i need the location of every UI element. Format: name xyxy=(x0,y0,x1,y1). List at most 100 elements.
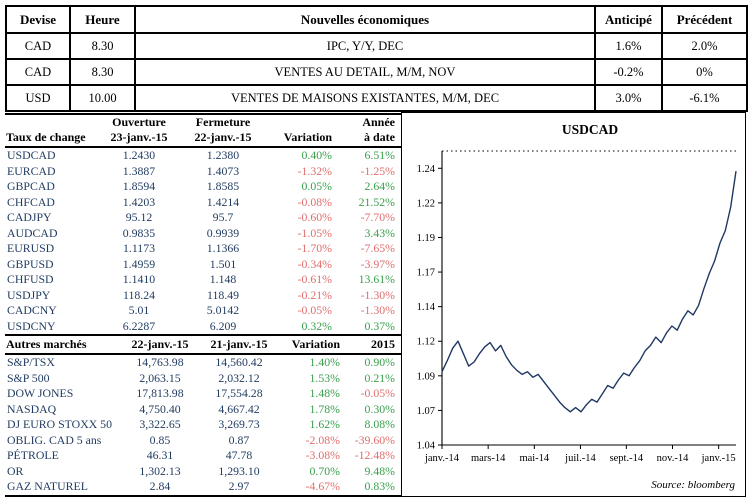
fx-row-cell-ytd: 6.51% xyxy=(364,148,395,162)
markets-row-cell-ytd: -0.05% xyxy=(360,386,395,400)
news-row-cell-anticipe: -0.2% xyxy=(594,58,663,86)
fx-row-cell-variation: -0.21% xyxy=(297,287,332,302)
markets-row-cell-variation: -3.08% xyxy=(305,448,340,462)
fx-row-cell-pair: USDCNY xyxy=(7,318,56,333)
fx-row-cell-fermeture: 1.4214 xyxy=(206,194,240,209)
markets-row-cell-variation: 1.62% xyxy=(309,417,340,431)
fx-header-ouverture: Ouverture xyxy=(112,115,166,129)
news-table: Devise Heure Nouvelles économiques Antic… xyxy=(5,5,748,112)
usdcad-chart-panel: USDCAD 1.04 1.07 1.09 1.12 1.14 1.17 1.19 1.22 1… xyxy=(401,112,746,497)
svg-text:1.19: 1.19 xyxy=(417,233,435,244)
fx-row-cell-pair: EURCAD xyxy=(7,163,56,178)
news-row: CAD 8.30 VENTES AU DETAIL, M/M, NOV -0.2% 0% xyxy=(5,58,748,86)
svg-text:1.09: 1.09 xyxy=(417,371,435,382)
fx-header-variation: Variation xyxy=(265,130,338,148)
news-header-devise: Devise xyxy=(5,5,71,34)
fx-row-cell-ytd: -1.30% xyxy=(360,287,395,302)
svg-text:nov.-14: nov.-14 xyxy=(657,453,689,464)
markets-row-cell-close-21: 3,269.73 xyxy=(218,417,260,431)
svg-text:1.04: 1.04 xyxy=(417,441,436,452)
fx-header-fermeture: Fermeture xyxy=(195,115,251,129)
fx-row-cell-ouverture: 0.9835 xyxy=(122,225,156,240)
fx-row-cell-ouverture: 1.8594 xyxy=(122,179,156,193)
fx-row-cell-ouverture: 1.4203 xyxy=(122,194,156,209)
fx-row-cell-ouverture: 95.12 xyxy=(125,210,153,224)
markets-row: S&P/TSX 14,763.98 14,560.42 1.40% 0.90% xyxy=(5,354,401,371)
bottom-section: Ouverture Fermeture Année Taux de change… xyxy=(5,112,746,497)
fx-row-cell-variation: -0.61% xyxy=(297,272,332,286)
fx-row-cell-variation: -1.70% xyxy=(297,241,332,255)
fx-row-cell-pair: EURUSD xyxy=(7,241,55,255)
fx-row-cell-fermeture: 1.1366 xyxy=(206,241,240,255)
fx-row-cell-variation: -1.05% xyxy=(297,225,332,240)
markets-row: GAZ NATUREL 2.84 2.97 -4.67% 0.83% xyxy=(5,479,401,496)
markets-row-cell-close-22: 1,302.13 xyxy=(139,463,181,478)
markets-row-cell-close-22: 46.31 xyxy=(146,448,174,462)
markets-row-cell-instrument: PÉTROLE xyxy=(7,448,59,462)
fx-row-cell-fermeture: 1.2380 xyxy=(206,148,240,162)
svg-text:janv.-14: janv.-14 xyxy=(424,453,460,464)
fx-table-title: Taux de change xyxy=(5,130,97,148)
news-row-cell-nouvelles: VENTES DE MAISONS EXISTANTES, M/M, DEC xyxy=(134,84,596,112)
fx-row-cell-ytd: -1.30% xyxy=(360,303,395,317)
svg-text:1.07: 1.07 xyxy=(417,406,435,417)
fx-row-cell-pair: AUDCAD xyxy=(7,225,58,240)
markets-row-cell-instrument: S&P/TSX xyxy=(7,355,55,369)
fx-header-row-2: Taux de change 23-janv.-15 22-janv.-15 V… xyxy=(5,130,401,148)
news-row: USD 10.00 VENTES DE MAISONS EXISTANTES, M/… xyxy=(5,84,748,112)
markets-row-cell-close-21: 1,293.10 xyxy=(218,463,260,478)
fx-row-cell-ouverture: 5.01 xyxy=(128,303,150,317)
markets-row-cell-ytd: 0.21% xyxy=(364,370,395,385)
fx-row-cell-pair: USDJPY xyxy=(7,287,51,302)
markets-row-cell-close-22: 17,813.98 xyxy=(136,386,184,400)
news-row-cell-devise: CAD xyxy=(5,58,71,86)
fx-row-cell-ouverture: 1.1410 xyxy=(122,272,156,286)
markets-row-cell-variation: 1.40% xyxy=(309,355,340,369)
news-row-cell-heure: 8.30 xyxy=(69,58,136,86)
fx-row-cell-variation: -0.34% xyxy=(297,256,332,271)
usdcad-line-chart: 1.04 1.07 1.09 1.12 1.14 1.17 1.19 1.22 1.24 janv… xyxy=(417,150,737,464)
markets-table-title: Autres marchés xyxy=(5,336,120,355)
markets-header-date-21: 21-janv.-15 xyxy=(200,336,278,355)
markets-row-cell-instrument: DJ EURO STOXX 50 xyxy=(7,417,112,431)
markets-row-cell-instrument: OBLIG. CAD 5 ans xyxy=(7,432,102,447)
markets-row-cell-close-21: 47.78 xyxy=(225,448,253,462)
markets-row-cell-close-22: 14,763.98 xyxy=(136,355,184,369)
fx-row: GBPCAD 1.8594 1.8585 0.05% 2.64% xyxy=(5,179,401,195)
fx-row-cell-pair: USDCAD xyxy=(7,148,56,162)
svg-text:1.24: 1.24 xyxy=(417,164,436,175)
fx-row: USDCNY 6.2287 6.209 0.32% 0.37% xyxy=(5,319,401,336)
markets-row-cell-close-22: 2,063.15 xyxy=(139,370,181,385)
markets-row: OBLIG. CAD 5 ans 0.85 0.87 -2.08% -39.60% xyxy=(5,433,401,449)
chart-title: USDCAD xyxy=(561,122,619,137)
fx-row-cell-fermeture: 95.7 xyxy=(212,210,234,224)
tables-column: Ouverture Fermeture Année Taux de change… xyxy=(5,113,401,497)
markets-row: DJ EURO STOXX 50 3,322.65 3,269.73 1.62% 8.0… xyxy=(5,417,401,433)
markets-header-date-22: 22-janv.-15 xyxy=(120,336,200,355)
markets-row-cell-variation: -4.67% xyxy=(305,479,340,493)
fx-row-cell-ytd: 0.37% xyxy=(364,318,395,333)
fx-row-cell-pair: GBPUSD xyxy=(7,256,54,271)
markets-row-cell-close-21: 2.97 xyxy=(228,479,250,493)
fx-header-row-1: Ouverture Fermeture Année xyxy=(5,114,401,130)
fx-row: AUDCAD 0.9835 0.9939 -1.05% 3.43% xyxy=(5,226,401,242)
markets-row-cell-variation: -2.08% xyxy=(305,432,340,447)
fx-row-cell-fermeture: 5.0142 xyxy=(206,303,240,317)
fx-header-annee: Année xyxy=(362,115,395,129)
markets-row-cell-instrument: NASDAQ xyxy=(7,401,57,416)
markets-header-variation: Variation xyxy=(278,336,346,355)
fx-row: CHFUSD 1.1410 1.148 -0.61% 13.61% xyxy=(5,272,401,288)
fx-row-cell-variation: -0.08% xyxy=(297,194,332,209)
svg-text:mars-14: mars-14 xyxy=(471,453,506,464)
fx-row-cell-ouverture: 1.2430 xyxy=(122,148,156,162)
news-row-cell-nouvelles: IPC, Y/Y, DEC xyxy=(134,32,596,60)
svg-text:1.17: 1.17 xyxy=(417,268,435,279)
news-row-cell-anticipe: 1.6% xyxy=(594,32,663,60)
markets-row: S&P 500 2,063.15 2,032.12 1.53% 0.21% xyxy=(5,371,401,387)
other-markets-table: Autres marchés 22-janv.-15 21-janv.-15 V… xyxy=(5,336,401,497)
markets-row-cell-variation: 1.48% xyxy=(309,386,340,400)
markets-row-cell-instrument: GAZ NATUREL xyxy=(7,479,88,493)
markets-table-body: S&P/TSX 14,763.98 14,560.42 1.40% 0.90% S&P 5… xyxy=(5,354,401,496)
svg-text:1.12: 1.12 xyxy=(417,337,435,348)
news-row-cell-heure: 10.00 xyxy=(69,84,136,112)
